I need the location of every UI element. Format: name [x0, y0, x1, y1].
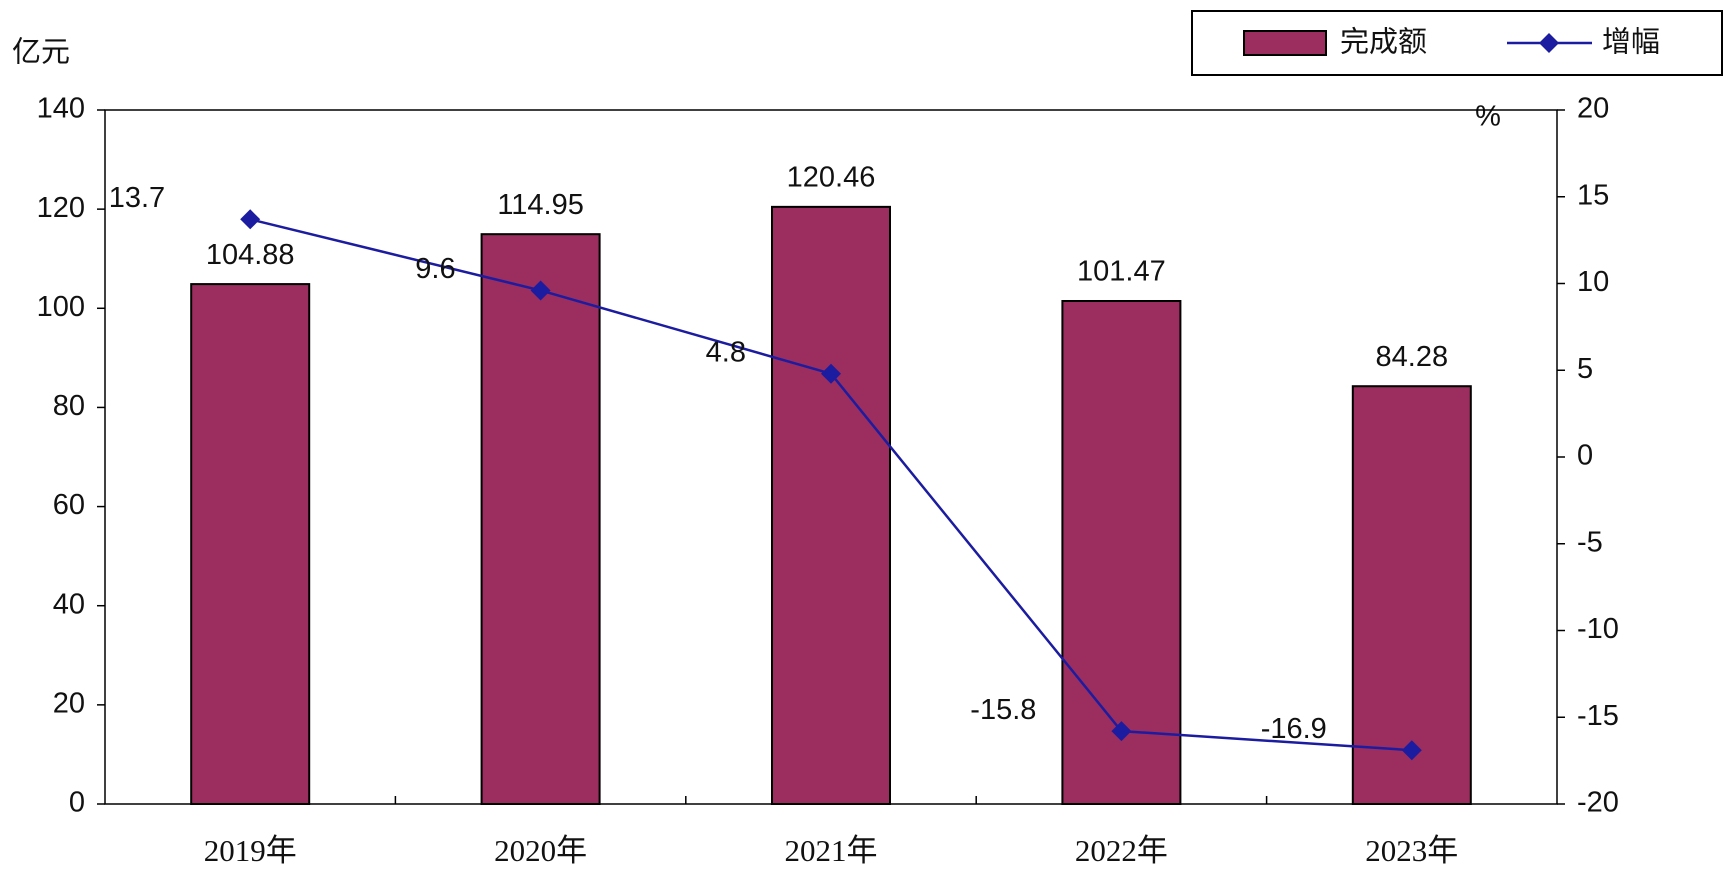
- bar: [1061, 299, 1182, 805]
- bar: [190, 283, 311, 805]
- y-tick-label: 40: [53, 588, 85, 620]
- bar: [1351, 385, 1472, 805]
- bar: [771, 205, 891, 806]
- y-tick-label: 20: [53, 688, 85, 720]
- y2-tick-label: 15: [1577, 179, 1609, 211]
- line-marker: [821, 363, 841, 384]
- y-tick-label: 80: [53, 390, 85, 422]
- x-tick-label: 2020年: [494, 833, 587, 868]
- y2-tick-label: -10: [1577, 613, 1619, 645]
- bar-value-label: 104.88: [206, 239, 295, 271]
- bar-value-label: 101.47: [1077, 256, 1166, 288]
- x-tick-label: 2021年: [785, 833, 878, 868]
- bar-value-label: 114.95: [497, 189, 584, 221]
- y2-tick-label: 0: [1577, 440, 1593, 472]
- y-axis-label: 亿元: [12, 36, 70, 69]
- y-tick-label: 100: [37, 291, 85, 323]
- bar-value-label: 84.28: [1376, 341, 1449, 373]
- line-value-label: -15.8: [970, 694, 1036, 726]
- line-marker: [1111, 721, 1132, 742]
- bar: [480, 233, 601, 805]
- line-value-label: 13.7: [109, 182, 165, 214]
- legend-swatch: [1243, 30, 1327, 56]
- bar-value-label: 120.46: [787, 162, 876, 194]
- y2-tick-label: -15: [1577, 700, 1619, 732]
- y-tick-label: 140: [37, 93, 85, 125]
- y2-axis-label: %: [1475, 101, 1501, 133]
- line-marker: [1401, 740, 1422, 761]
- y-tick-label: 60: [53, 489, 85, 521]
- y2-tick-label: 20: [1577, 93, 1609, 125]
- line-value-label: 9.6: [415, 253, 455, 285]
- legend-label: 增幅: [1602, 26, 1660, 59]
- legend-label: 完成额: [1340, 26, 1427, 59]
- line-marker: [240, 209, 261, 230]
- line-value-label: -16.9: [1261, 713, 1327, 745]
- y2-tick-label: -20: [1577, 787, 1619, 819]
- x-tick-label: 2022年: [1075, 833, 1168, 868]
- line-marker: [530, 280, 551, 301]
- y2-tick-label: 10: [1577, 266, 1609, 298]
- x-tick-label: 2023年: [1365, 833, 1458, 868]
- x-tick-label: 2019年: [204, 833, 297, 868]
- y-tick-label: 120: [37, 192, 85, 224]
- line-value-label: 4.8: [706, 336, 746, 368]
- y-tick-label: 0: [69, 787, 85, 819]
- legend-marker: [1539, 33, 1559, 53]
- y2-tick-label: 5: [1577, 353, 1593, 385]
- y2-tick-label: -5: [1577, 526, 1603, 558]
